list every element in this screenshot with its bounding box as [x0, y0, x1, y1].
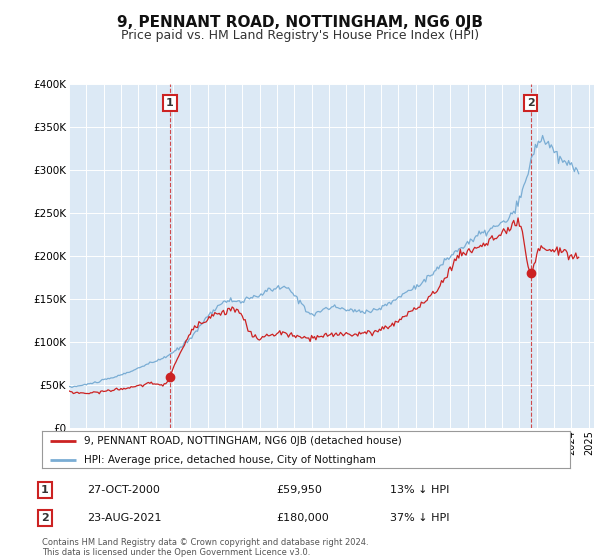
Text: 1: 1 [41, 485, 49, 495]
Text: 9, PENNANT ROAD, NOTTINGHAM, NG6 0JB: 9, PENNANT ROAD, NOTTINGHAM, NG6 0JB [117, 15, 483, 30]
Text: 2: 2 [527, 98, 535, 108]
Text: Contains HM Land Registry data © Crown copyright and database right 2024.
This d: Contains HM Land Registry data © Crown c… [42, 538, 368, 557]
Text: 23-AUG-2021: 23-AUG-2021 [87, 513, 161, 523]
Text: Price paid vs. HM Land Registry's House Price Index (HPI): Price paid vs. HM Land Registry's House … [121, 29, 479, 42]
Text: HPI: Average price, detached house, City of Nottingham: HPI: Average price, detached house, City… [84, 455, 376, 465]
Text: £59,950: £59,950 [276, 485, 322, 495]
Text: 1: 1 [166, 98, 174, 108]
Text: 37% ↓ HPI: 37% ↓ HPI [390, 513, 449, 523]
Text: 13% ↓ HPI: 13% ↓ HPI [390, 485, 449, 495]
Text: 9, PENNANT ROAD, NOTTINGHAM, NG6 0JB (detached house): 9, PENNANT ROAD, NOTTINGHAM, NG6 0JB (de… [84, 436, 402, 446]
Text: 2: 2 [41, 513, 49, 523]
Text: £180,000: £180,000 [276, 513, 329, 523]
Text: 27-OCT-2000: 27-OCT-2000 [87, 485, 160, 495]
